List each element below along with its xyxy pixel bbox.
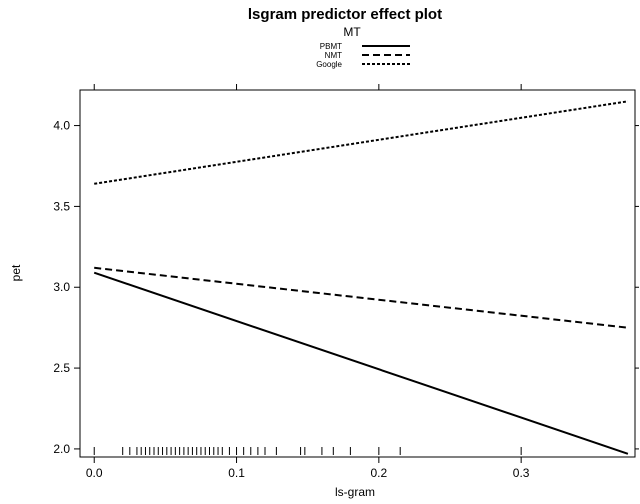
chart-title: lsgram predictor effect plot	[248, 6, 442, 23]
plot-frame	[79, 89, 636, 458]
series-line-nmt	[94, 266, 629, 329]
x-axis-label: ls-gram	[335, 485, 375, 499]
y-axis-label: pet	[9, 264, 23, 281]
y-tick-label: 3.0	[53, 280, 70, 294]
x-tick-label: 0.3	[513, 466, 530, 480]
legend-label-google: Google	[316, 60, 342, 69]
x-tick-label: 0.1	[228, 466, 245, 480]
y-axis: 2.0 2.5 3.0 3.5 4.0	[53, 119, 639, 456]
x-tick-label: 0.2	[371, 466, 388, 480]
series-lines	[93, 100, 629, 455]
y-tick-label: 3.5	[53, 199, 70, 213]
x-axis: 0.0 0.1 0.2 0.3	[86, 84, 530, 480]
y-tick-label: 4.0	[53, 119, 70, 133]
y-tick-label: 2.5	[53, 361, 70, 375]
rug-marks	[93, 447, 522, 455]
legend-label-pbmt: PBMT	[320, 42, 342, 51]
y-tick-label: 2.0	[53, 442, 70, 456]
x-tick-label: 0.0	[86, 466, 103, 480]
legend-title: MT	[343, 25, 361, 39]
legend-label-nmt: NMT	[325, 51, 342, 60]
series-line-google	[94, 100, 629, 185]
series-line-pbmt	[93, 271, 629, 455]
